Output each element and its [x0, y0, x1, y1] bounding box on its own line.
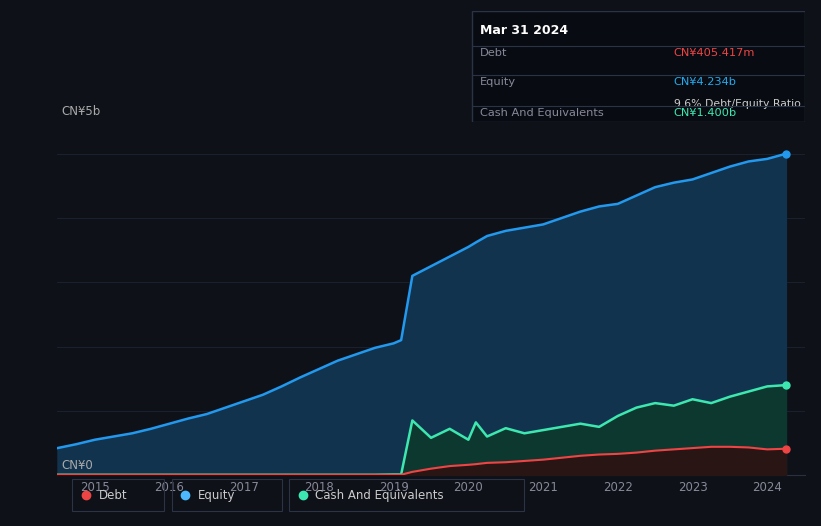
- Text: Debt: Debt: [99, 489, 127, 502]
- Text: CN¥405.417m: CN¥405.417m: [674, 48, 755, 58]
- Text: CN¥0: CN¥0: [62, 459, 93, 471]
- Text: CN¥1.400b: CN¥1.400b: [674, 108, 737, 118]
- Text: 9.6% Debt/Equity Ratio: 9.6% Debt/Equity Ratio: [674, 99, 800, 109]
- Text: CN¥5b: CN¥5b: [62, 105, 100, 118]
- Text: Cash And Equivalents: Cash And Equivalents: [315, 489, 444, 502]
- Text: Equity: Equity: [198, 489, 236, 502]
- Text: Mar 31 2024: Mar 31 2024: [479, 24, 567, 37]
- FancyBboxPatch shape: [472, 11, 805, 122]
- Text: CN¥4.234b: CN¥4.234b: [674, 77, 736, 87]
- Text: Cash And Equivalents: Cash And Equivalents: [479, 108, 603, 118]
- Text: Equity: Equity: [479, 77, 516, 87]
- Text: Debt: Debt: [479, 48, 507, 58]
